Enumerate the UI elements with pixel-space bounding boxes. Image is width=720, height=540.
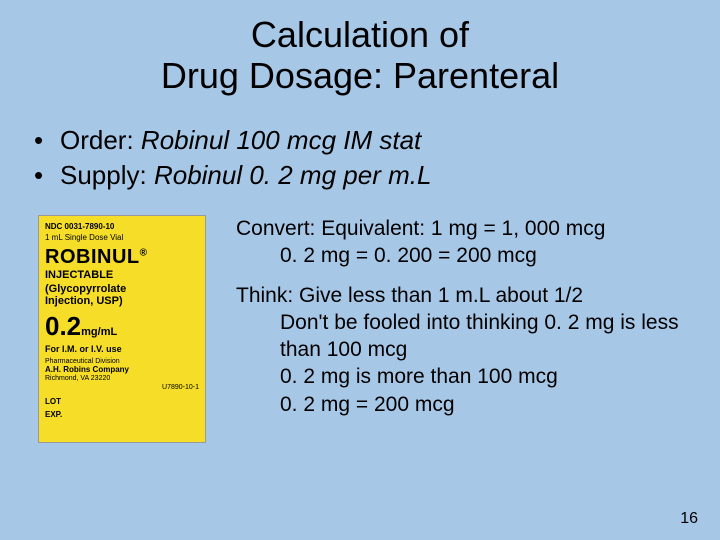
bullet-supply-label: Supply: <box>60 160 154 190</box>
label-generic-2: Injection, USP) <box>45 295 123 307</box>
bullet-order-label: Order: <box>60 125 141 155</box>
label-ndc: NDC 0031-7890-10 <box>45 222 199 231</box>
label-exp: EXP. <box>45 410 199 419</box>
label-brand: ROBINUL® <box>45 246 199 269</box>
label-code: U7890-10-1 <box>45 384 199 391</box>
bullet-supply: Supply: Robinul 0. 2 mg per m.L <box>34 158 720 193</box>
think-block: Think: Give less than 1 m.L about 1/2 Do… <box>236 282 700 418</box>
page-number: 16 <box>680 510 698 528</box>
convert-block: Convert: Equivalent: 1 mg = 1, 000 mcg 0… <box>236 215 700 270</box>
label-dose: 0.2mg/mL <box>45 311 199 342</box>
convert-head: Convert: Equivalent: 1 mg = 1, 000 mcg <box>236 217 605 240</box>
label-use: For I.M. or I.V. use <box>45 344 199 354</box>
label-dose-num: 0.2 <box>45 311 81 341</box>
label-dose-unit: mg/mL <box>81 326 117 338</box>
bullet-order: Order: Robinul 100 mcg IM stat <box>34 123 720 158</box>
convert-line-2: 0. 2 mg = 0. 200 = 200 mcg <box>236 242 700 269</box>
label-vial: 1 mL Single Dose Vial <box>45 233 199 242</box>
label-lot: LOT <box>45 397 199 406</box>
think-line-4: 0. 2 mg = 200 mcg <box>236 391 700 418</box>
think-line-3: 0. 2 mg is more than 100 mcg <box>236 363 700 390</box>
label-generic: (Glycopyrrolate Injection, USP) <box>45 283 199 307</box>
explanation-text: Convert: Equivalent: 1 mg = 1, 000 mcg 0… <box>236 215 720 443</box>
think-line-2: Don't be fooled into thinking 0. 2 mg is… <box>236 309 700 364</box>
title-line-2: Drug Dosage: Parenteral <box>161 55 559 96</box>
content-row: NDC 0031-7890-10 1 mL Single Dose Vial R… <box>0 215 720 443</box>
bullet-supply-value: Robinul 0. 2 mg per m.L <box>154 160 431 190</box>
think-head: Think: Give less than 1 m.L about 1/2 <box>236 284 583 307</box>
label-city: Richmond, VA 23220 <box>45 375 110 382</box>
label-generic-1: (Glycopyrrolate <box>45 283 126 295</box>
drug-label-image: NDC 0031-7890-10 1 mL Single Dose Vial R… <box>38 215 206 443</box>
bullet-order-value: Robinul 100 mcg IM stat <box>141 125 421 155</box>
slide-title: Calculation of Drug Dosage: Parenteral <box>0 0 720 97</box>
title-line-1: Calculation of <box>251 14 469 55</box>
bullet-list: Order: Robinul 100 mcg IM stat Supply: R… <box>0 123 720 193</box>
label-brand-text: ROBINUL <box>45 246 140 268</box>
label-pharm: Pharmaceutical Division A.H. Robins Comp… <box>45 358 199 382</box>
label-reg: ® <box>140 247 148 258</box>
label-injectable: INJECTABLE <box>45 269 199 281</box>
label-company: A.H. Robins Company <box>45 365 129 374</box>
